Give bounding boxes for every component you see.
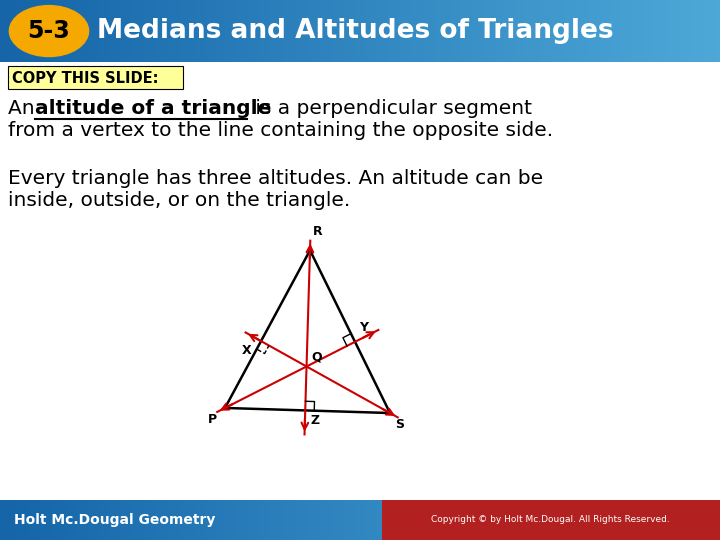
Text: R: R [313,225,323,238]
Text: S: S [395,418,404,431]
Text: Copyright © by Holt Mc.Dougal. All Rights Reserved.: Copyright © by Holt Mc.Dougal. All Right… [431,515,670,524]
Bar [382,500,720,540]
Text: Q: Q [312,350,322,363]
Text: is a perpendicular segment: is a perpendicular segment [249,99,532,118]
Text: COPY THIS SLIDE:: COPY THIS SLIDE: [12,71,158,86]
Text: Medians and Altitudes of Triangles: Medians and Altitudes of Triangles [97,18,614,44]
Text: inside, outside, or on the triangle.: inside, outside, or on the triangle. [8,191,350,210]
Text: from a vertex to the line containing the opposite side.: from a vertex to the line containing the… [8,121,553,140]
Bar [8,66,183,89]
Text: X: X [241,344,251,357]
Text: An: An [8,99,41,118]
Text: Z: Z [310,415,320,428]
Text: Every triangle has three altitudes. An altitude can be: Every triangle has three altitudes. An a… [8,169,543,188]
Text: altitude of a triangle: altitude of a triangle [35,99,271,118]
Text: P: P [208,413,217,426]
Text: Holt Mc.Dougal Geometry: Holt Mc.Dougal Geometry [14,513,216,526]
Ellipse shape [9,5,89,57]
Text: 5-3: 5-3 [27,19,71,43]
Text: Y: Y [359,321,368,334]
